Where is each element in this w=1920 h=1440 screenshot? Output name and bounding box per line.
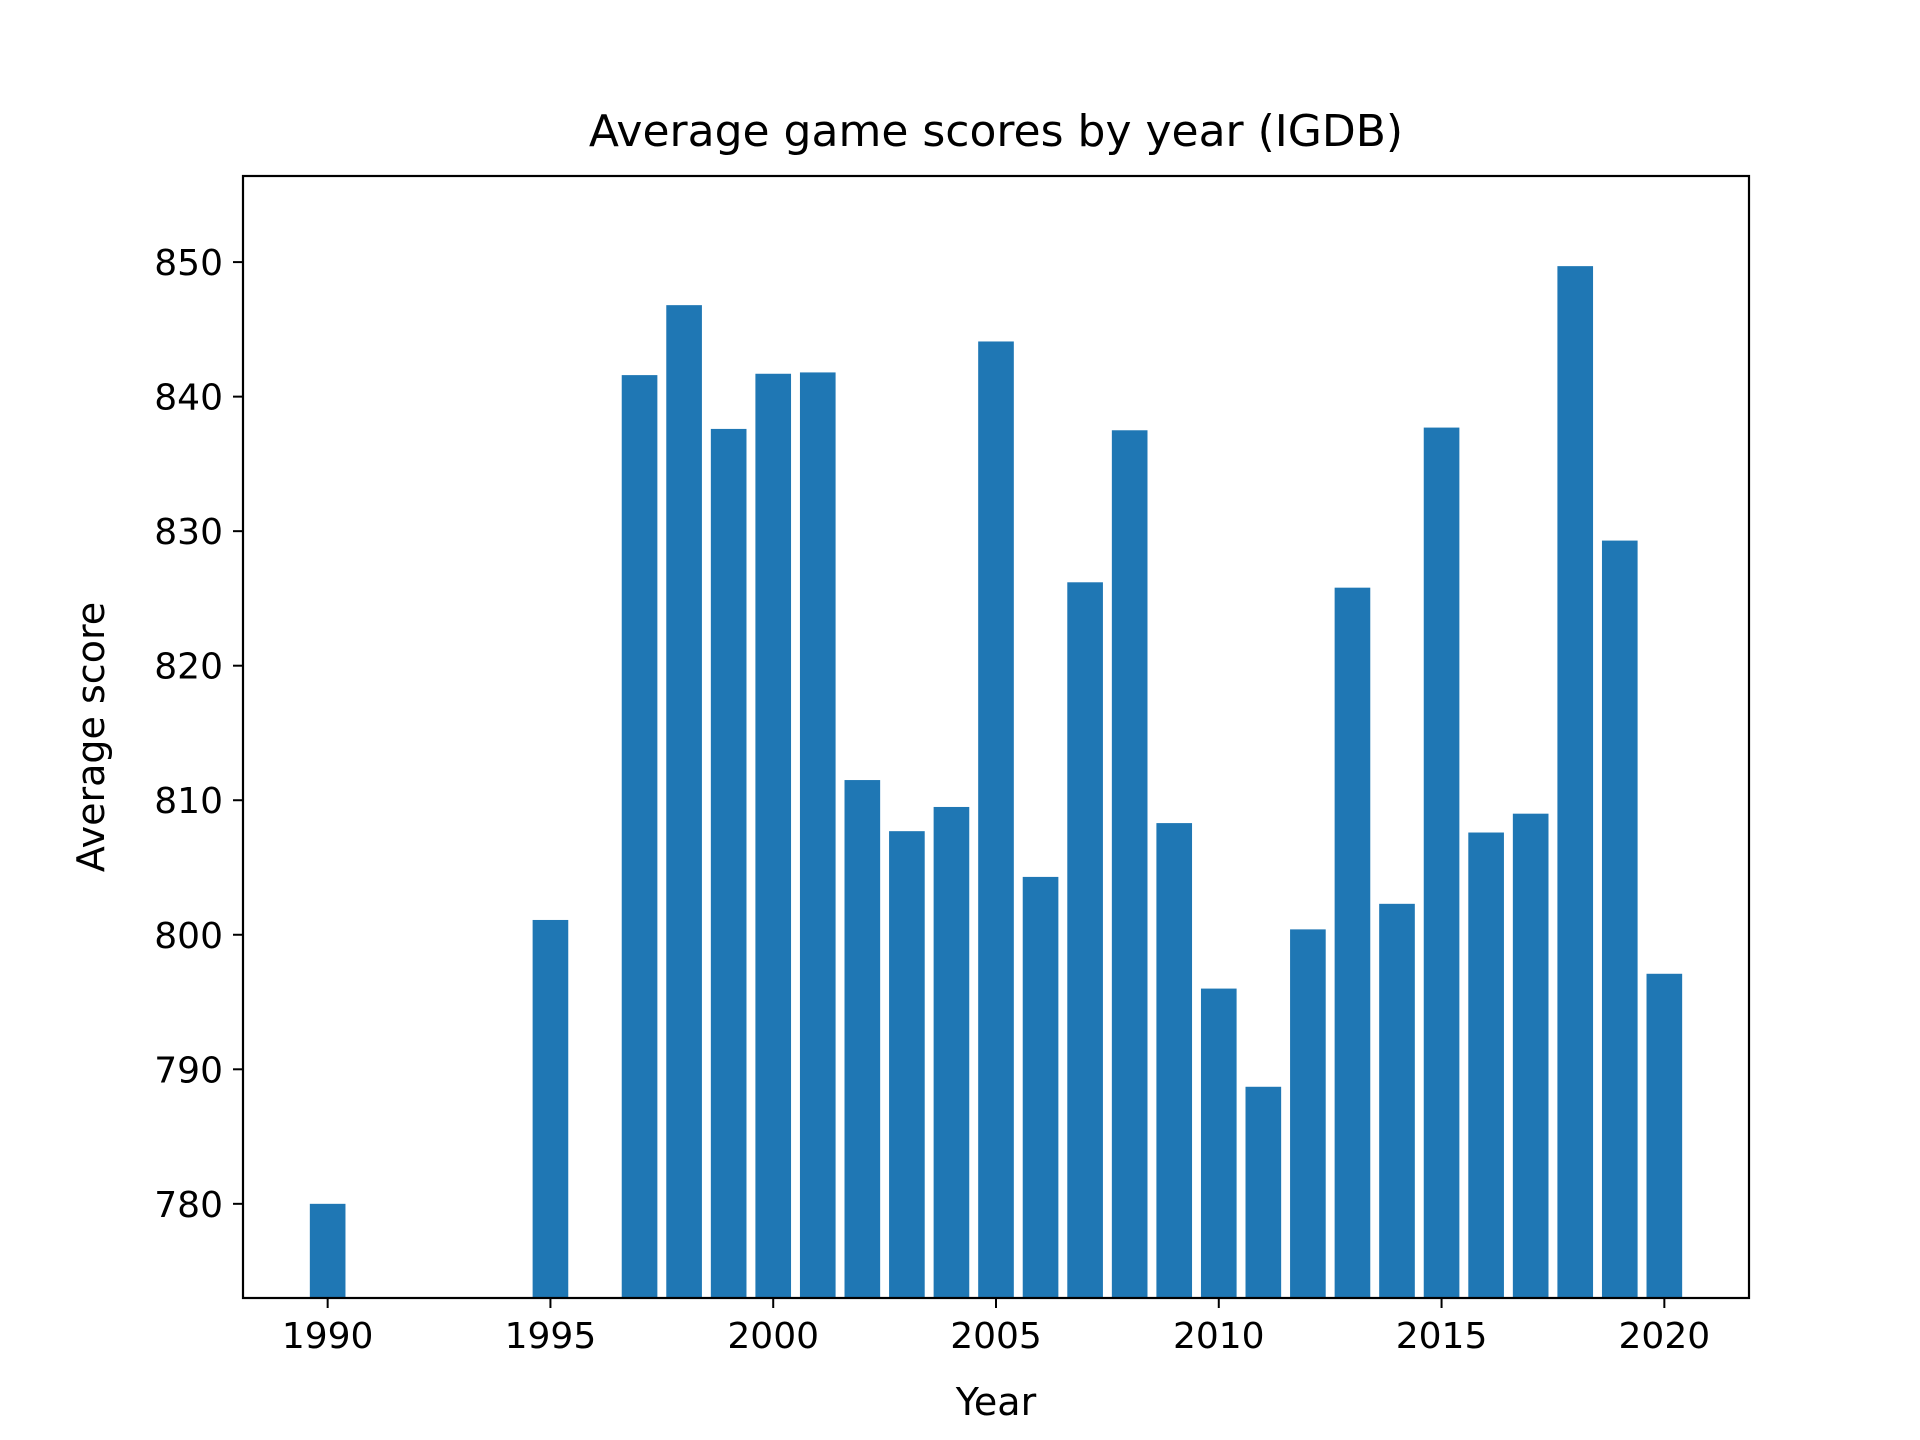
y-tick-label: 830 [154, 512, 223, 553]
bar-1997 [621, 375, 658, 1298]
x-tick-label: 2000 [727, 1316, 819, 1357]
bar-2005 [978, 341, 1014, 1299]
bars-group [309, 266, 1683, 1299]
x-axis-ticks: 1990 1995 2000 2005 2010 2015 2020 [282, 1298, 1710, 1357]
bar-2017 [1512, 813, 1549, 1298]
bar-2020 [1646, 973, 1683, 1298]
bar-2000 [755, 373, 792, 1298]
bar-2011 [1245, 1086, 1282, 1298]
bar-2010 [1200, 988, 1237, 1298]
y-axis-ticks: 780 790 800 810 820 830 840 850 [154, 243, 243, 1226]
bar-2014 [1379, 903, 1415, 1298]
bar-2003 [889, 831, 925, 1298]
bar-2019 [1601, 540, 1638, 1298]
y-tick-label: 850 [154, 243, 223, 284]
x-tick-label: 2010 [1173, 1316, 1265, 1357]
bar-2016 [1468, 832, 1504, 1298]
bar-2001 [799, 372, 836, 1298]
bar-2012 [1290, 929, 1326, 1298]
y-tick-label: 820 [154, 647, 223, 688]
bar-2013 [1334, 587, 1371, 1298]
x-axis-label: Year [955, 1380, 1037, 1424]
y-tick-label: 810 [154, 781, 223, 822]
bar-2002 [844, 780, 881, 1298]
y-tick-label: 840 [154, 378, 223, 419]
x-tick-label: 2020 [1619, 1316, 1711, 1357]
y-tick-label: 790 [154, 1050, 223, 1091]
bar-2018 [1557, 266, 1594, 1298]
x-tick-label: 2005 [950, 1316, 1042, 1357]
bar-2007 [1067, 582, 1103, 1298]
plot-frame [241, 174, 1751, 1300]
bar-2009 [1156, 823, 1193, 1298]
x-tick-label: 2015 [1396, 1316, 1488, 1357]
bar-1990 [309, 1203, 346, 1298]
y-tick-label: 780 [154, 1185, 223, 1226]
bar-1995 [532, 919, 569, 1298]
bar-2004 [933, 806, 970, 1298]
bar-1998 [666, 305, 702, 1298]
bar-2006 [1022, 876, 1059, 1298]
bar-1999 [710, 428, 747, 1298]
y-tick-label: 800 [154, 916, 223, 957]
chart-title: Average game scores by year (IGDB) [589, 106, 1403, 157]
x-tick-label: 1995 [505, 1316, 597, 1357]
x-tick-label: 1990 [282, 1316, 374, 1357]
y-axis-label: Average score [69, 602, 113, 872]
bar-2015 [1423, 427, 1460, 1299]
bar-2008 [1111, 430, 1148, 1298]
